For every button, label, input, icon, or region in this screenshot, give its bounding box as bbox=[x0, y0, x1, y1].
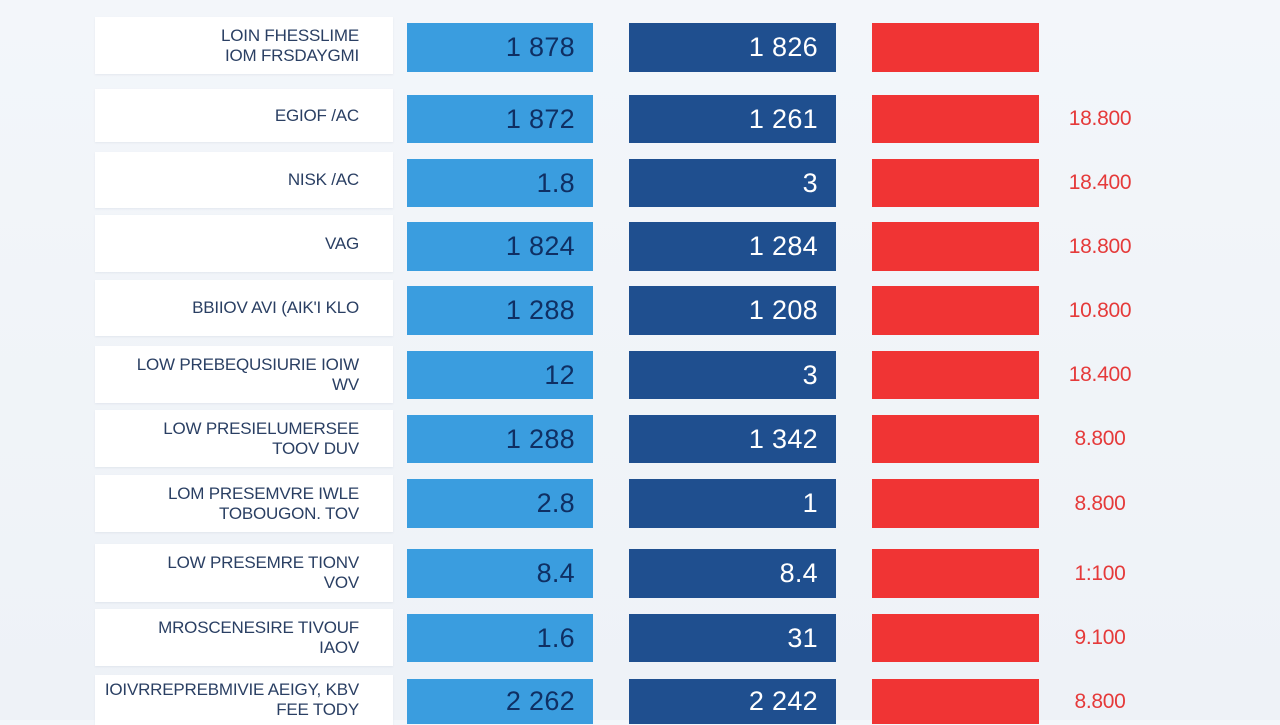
row-label: MROSCENESIRE TIVOUF IAOV bbox=[95, 609, 393, 666]
row-label: LOW PREBEQUSIURIE IOIW WV bbox=[95, 346, 393, 403]
row-label: LOM PRESEMVRE IWLE TOBOUGON. TOV bbox=[95, 475, 393, 532]
dark-blue-bar: 2 242 bbox=[629, 679, 836, 724]
red-value-label: 10.800 bbox=[1068, 298, 1132, 322]
dark-blue-bar: 31 bbox=[629, 614, 836, 662]
dark-blue-bar: 1 bbox=[629, 479, 836, 528]
light-blue-bar: 2 262 bbox=[407, 679, 593, 724]
row-label-line: LOW PREBEQUSIURIE IOIW bbox=[136, 354, 359, 374]
light-blue-bar: 2.8 bbox=[407, 479, 593, 528]
row-label-line: MROSCENESIRE TIVOUF bbox=[158, 617, 359, 637]
light-blue-bar: 12 bbox=[407, 351, 593, 399]
red-bar bbox=[872, 23, 1039, 72]
row-label-line: TOOV DUV bbox=[272, 438, 359, 458]
red-bar bbox=[872, 351, 1039, 399]
light-blue-bar: 1.6 bbox=[407, 614, 593, 662]
red-bar bbox=[872, 286, 1039, 335]
row-label: VAG bbox=[95, 215, 393, 272]
light-blue-bar: 8.4 bbox=[407, 549, 593, 598]
red-bar bbox=[872, 415, 1039, 463]
row-label-line: IOM FRSDAYGMI bbox=[224, 45, 359, 65]
red-value-label: 1:100 bbox=[1074, 561, 1126, 585]
dark-blue-bar: 8.4 bbox=[629, 549, 836, 598]
dark-blue-bar: 3 bbox=[629, 159, 836, 207]
row-label: EGIOF /AC bbox=[95, 89, 393, 142]
red-bar bbox=[872, 222, 1039, 271]
row-label-line: IOIVRREPREBMIVIE AEIGY, KBV bbox=[104, 680, 359, 699]
light-blue-bar: 1 824 bbox=[407, 222, 593, 271]
row-label-line: VOV bbox=[323, 573, 360, 592]
row-label: IOIVRREPREBMIVIE AEIGY, KBV FEE TODY bbox=[95, 675, 393, 725]
dark-blue-bar: 1 342 bbox=[629, 415, 836, 463]
red-bar bbox=[872, 159, 1039, 207]
row-label-line: LOW PRESIELUMERSEE bbox=[163, 418, 359, 438]
dark-blue-bar: 1 208 bbox=[629, 286, 836, 335]
red-value-label: 18.400 bbox=[1068, 171, 1132, 194]
light-blue-bar: 1 288 bbox=[407, 286, 593, 335]
light-blue-bar: 1 872 bbox=[407, 95, 593, 143]
row-label: LOW PRESIELUMERSEE TOOV DUV bbox=[95, 410, 393, 467]
red-value-label: 18.800 bbox=[1068, 234, 1132, 258]
row-label: LOW PRESEMRE TIONV VOV bbox=[95, 544, 393, 602]
row-label-line: WV bbox=[332, 374, 359, 394]
red-bar bbox=[872, 679, 1039, 724]
light-blue-bar: 1 288 bbox=[407, 415, 593, 463]
row-label-line: EGIOF /AC bbox=[274, 105, 359, 125]
red-value-label: 18.400 bbox=[1068, 363, 1132, 386]
dark-blue-bar: 1 284 bbox=[629, 222, 836, 271]
light-blue-bar: 1 878 bbox=[407, 23, 593, 72]
row-label-line: NISK /AC bbox=[287, 170, 359, 189]
row-label: LOIN FHESSLIME IOM FRSDAYGMI bbox=[95, 17, 393, 74]
red-bar bbox=[872, 549, 1039, 598]
row-label-line: LOM PRESEMVRE IWLE bbox=[168, 483, 359, 503]
row-label-line: TOBOUGON. TOV bbox=[218, 503, 359, 523]
red-bar bbox=[872, 614, 1039, 662]
row-label-line: VAG bbox=[324, 233, 359, 253]
red-value-label: 8.800 bbox=[1074, 427, 1126, 450]
dark-blue-bar: 3 bbox=[629, 351, 836, 399]
row-label-line: LOW PRESEMRE TIONV bbox=[167, 553, 359, 572]
row-label-line: BBIIOV AVI (AIK'I KLO bbox=[192, 298, 359, 317]
red-value-label: 18.800 bbox=[1068, 107, 1132, 130]
red-value-label: 8.800 bbox=[1074, 689, 1126, 713]
row-label-line: IAOV bbox=[319, 637, 359, 657]
red-value-label: 9.100 bbox=[1074, 626, 1126, 649]
dark-blue-bar: 1 826 bbox=[629, 23, 836, 72]
red-value-label: 8.800 bbox=[1074, 491, 1126, 515]
red-bar bbox=[872, 479, 1039, 528]
light-blue-bar: 1.8 bbox=[407, 159, 593, 207]
dark-blue-bar: 1 261 bbox=[629, 95, 836, 143]
row-label-line: FEE TODY bbox=[276, 700, 359, 719]
row-label-line: LOIN FHESSLIME bbox=[221, 25, 359, 45]
red-bar bbox=[872, 95, 1039, 143]
row-label: BBIIOV AVI (AIK'I KLO bbox=[95, 280, 393, 336]
row-label: NISK /AC bbox=[95, 152, 393, 208]
